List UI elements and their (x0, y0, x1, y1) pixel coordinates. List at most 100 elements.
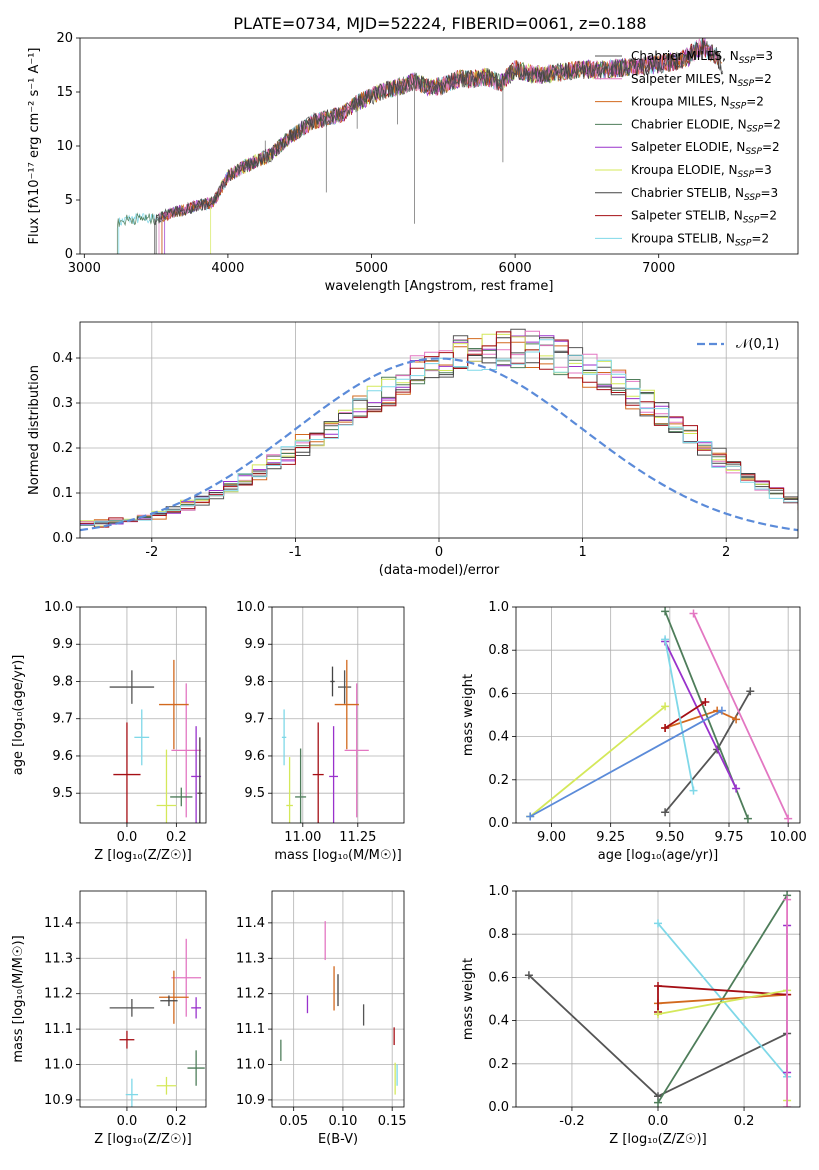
x-axis-label: Z [log₁₀(Z/Z☉)] (94, 1132, 191, 1147)
axes-frame (515, 606, 801, 824)
y-tick-label: 11.0 (44, 1058, 73, 1073)
weight-marker (783, 895, 792, 904)
weight-marker (717, 706, 726, 715)
spectrum-panel: 3000 4000 5000 6000 7000 0 5 10 15 20 wavelength [… (27, 31, 799, 294)
axes-frame (79, 321, 799, 539)
axes-frame (79, 37, 799, 255)
y-tick-label: 9.5 (244, 786, 265, 801)
y-tick-label: 0.4 (488, 1014, 509, 1029)
mass-vs-metallicity-panel: 0.0 0.2 10.9 11.0 11.1 11.2 11.3 11.4 Z [log₁₀(Z… (11, 890, 207, 1147)
y-tick-label: 11.0 (236, 1058, 265, 1073)
plot-area (524, 891, 792, 1107)
y-axis-label: age [log₁₀(age/yr)] (11, 655, 26, 776)
weight-line (657, 989, 788, 1101)
y-axis-label: mass [log₁₀(M/M☉)] (11, 935, 26, 1062)
histogram-step (80, 339, 798, 526)
x-tick-label: 0.0 (117, 830, 138, 845)
x-tick-label: -1 (289, 545, 302, 560)
x-tick-label: 9.25 (596, 830, 625, 845)
y-tick-label: 0.4 (488, 730, 509, 745)
x-tick-label: 11.25 (339, 830, 376, 845)
weight-line (529, 705, 666, 818)
spectrum-line (155, 38, 724, 254)
y-tick-label: 11.1 (44, 1022, 73, 1037)
x-tick-label: 0 (435, 545, 443, 560)
weight-marker (654, 1098, 662, 1107)
plot-area (281, 659, 369, 823)
x-tick-label: 1 (578, 545, 586, 560)
y-tick-label: 0.4 (52, 351, 73, 366)
x-axis-label: (data-model)/error (379, 563, 500, 578)
y-tick-label: 9.7 (52, 712, 73, 727)
weight-marker (732, 784, 741, 793)
y-tick-label: 0.0 (488, 816, 509, 831)
x-tick-label: 0.2 (166, 830, 187, 845)
histogram-step (80, 333, 798, 527)
y-tick-label: 11.1 (236, 1022, 265, 1037)
x-tick-label: -0.2 (559, 1114, 584, 1129)
x-tick-label: 0.05 (279, 1114, 308, 1129)
y-tick-label: 9.6 (244, 749, 265, 764)
weight-marker (783, 1103, 792, 1107)
age-vs-metallicity-panel: 0.0 0.2 9.5 9.6 9.7 9.8 9.9 10.0 Z [log₁₀(Z/Z☉)]… (11, 600, 207, 863)
weight-marker (732, 715, 741, 724)
y-tick-label: 11.4 (236, 916, 265, 931)
legend-label: Kroupa MILES, NSSP=2 (631, 95, 764, 112)
plot-area (116, 38, 724, 254)
weight-marker (689, 609, 698, 618)
y-tick-label: 11.3 (236, 951, 265, 966)
x-tick-label: 10.00 (770, 830, 807, 845)
legend-label: Chabrier ELODIE, NSSP=2 (631, 117, 781, 134)
y-tick-label: 9.6 (52, 749, 73, 764)
weight-marker (661, 635, 670, 644)
weight-marker (661, 808, 670, 817)
axes-frame (515, 890, 801, 1108)
y-tick-label: 0.6 (488, 970, 509, 985)
y-tick-label: 10.9 (44, 1093, 73, 1108)
x-tick-label: 11.00 (284, 830, 321, 845)
x-axis-label: Z [log₁₀(Z/Z☉)] (94, 848, 191, 863)
legend-label: Kroupa ELODIE, NSSP=3 (631, 163, 772, 180)
legend-label: Kroupa STELIB, NSSP=2 (631, 231, 769, 248)
x-axis-label: mass [log₁₀(M/M☉)] (274, 848, 401, 863)
plot-area (109, 659, 203, 823)
legend-label: Salpeter ELODIE, NSSP=2 (631, 140, 780, 157)
x-axis-label: Z [log₁₀(Z/Z☉)] (609, 1132, 706, 1147)
x-axis-label: E(B-V) (318, 1132, 358, 1147)
weight-marker (689, 786, 698, 795)
weight-marker (654, 919, 662, 928)
y-tick-label: 9.9 (244, 637, 265, 652)
y-tick-label: 10.9 (236, 1093, 265, 1108)
y-tick-label: 0.0 (488, 1100, 509, 1115)
y-tick-label: 10.0 (236, 600, 265, 615)
weight-line (664, 639, 695, 791)
y-tick-label: 0.0 (52, 531, 73, 546)
y-tick-label: 11.3 (44, 951, 73, 966)
weight-line (529, 709, 723, 818)
x-tick-label: 7000 (642, 261, 675, 276)
x-tick-label: 3000 (68, 261, 101, 276)
age-vs-mass-panel: 11.00 11.25 9.5 9.6 9.7 9.8 9.9 10.0 mass [log₁₀… (236, 600, 405, 863)
weight-line (664, 641, 737, 789)
x-tick-label: 0.0 (117, 1114, 138, 1129)
mass-vs-extinction-panel: 0.05 0.10 0.15 10.9 11.0 11.1 11.2 11.3 11.4 E(B-… (236, 890, 407, 1147)
weight-marker (526, 812, 535, 821)
y-tick-label: 0.2 (52, 441, 73, 456)
y-tick-label: 11.2 (236, 987, 265, 1002)
x-tick-label: 0.2 (734, 1114, 755, 1129)
weight-marker (661, 702, 670, 711)
weight-line (657, 993, 788, 1005)
y-tick-label: 0 (65, 247, 73, 262)
y-tick-label: 0.8 (488, 643, 509, 658)
y-tick-label: 9.8 (244, 674, 265, 689)
x-tick-label: 9.00 (537, 830, 566, 845)
x-tick-label: -2 (145, 545, 158, 560)
weight-line (692, 613, 790, 820)
axes-frame (271, 890, 405, 1108)
weight-marker (661, 723, 670, 732)
weight-vs-metallicity-panel: -0.2 0.0 0.2 0.0 0.2 0.4 0.6 0.8 1.0 Z [log₁₀(Z/Z… (461, 884, 801, 1147)
weight-marker (746, 687, 755, 696)
legend-label: Chabrier STELIB, NSSP=3 (631, 186, 778, 203)
weight-marker (524, 971, 533, 980)
